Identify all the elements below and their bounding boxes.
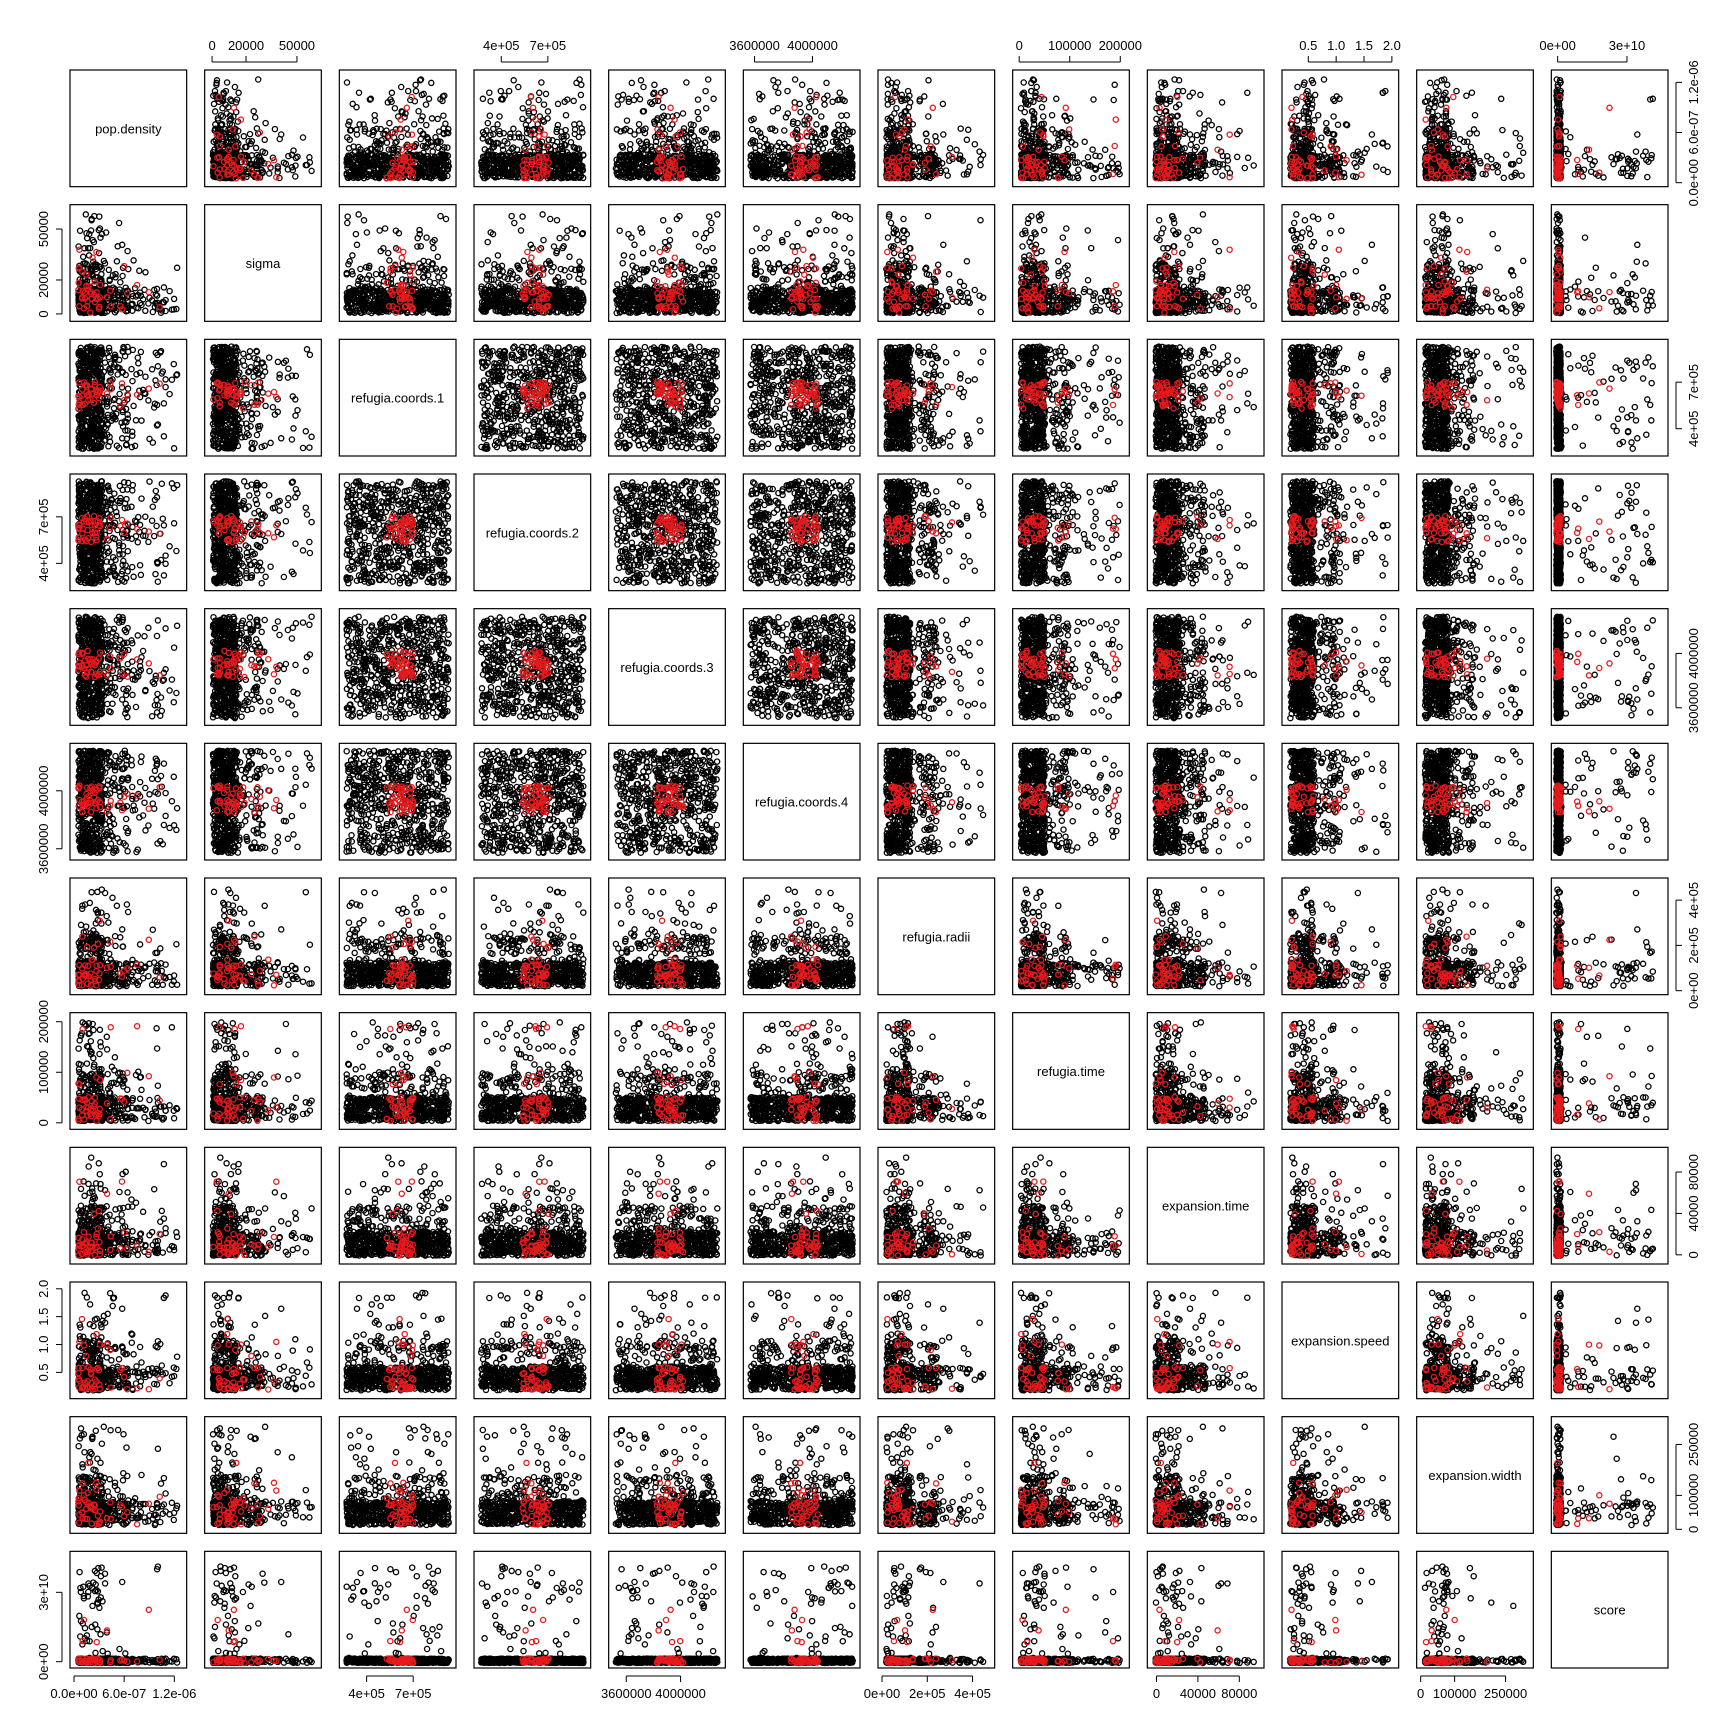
panel-pop.density-vs-pop.density: pop.density — [70, 70, 187, 187]
data-point — [247, 132, 252, 137]
data-point — [254, 145, 259, 150]
data-point — [356, 90, 361, 95]
data-point — [225, 80, 230, 85]
data-point — [263, 121, 268, 126]
highlight-point — [274, 175, 279, 180]
panels-layer: pop.densitysigmarefugia.coords.1refugia.… — [70, 70, 1668, 1668]
data-point — [241, 134, 246, 139]
panel-pop.density-vs-refugia.coords.1 — [339, 70, 456, 187]
data-point — [435, 116, 440, 121]
data-point — [344, 80, 349, 85]
data-point — [300, 135, 305, 140]
data-point — [251, 109, 256, 114]
data-point — [309, 168, 314, 173]
data-point — [267, 171, 272, 176]
data-point — [399, 84, 404, 89]
data-point — [387, 121, 392, 126]
highlight-point — [231, 105, 236, 110]
variable-label: pop.density — [95, 121, 162, 136]
data-point — [413, 89, 418, 94]
data-point — [399, 134, 404, 139]
data-point — [253, 115, 258, 120]
data-point — [213, 109, 218, 114]
data-point — [413, 82, 418, 87]
data-point — [211, 101, 216, 106]
data-point — [372, 113, 377, 118]
data-point — [429, 80, 434, 85]
data-point — [293, 174, 298, 179]
data-point — [236, 90, 241, 95]
data-point — [372, 118, 377, 123]
data-point — [307, 155, 312, 160]
data-point — [404, 126, 409, 131]
panel-pop.density-vs-sigma — [205, 70, 322, 187]
data-point — [232, 84, 237, 89]
data-point — [262, 137, 267, 142]
data-point — [384, 140, 389, 145]
data-point — [272, 127, 277, 132]
data-point — [426, 96, 431, 101]
data-point — [392, 106, 397, 111]
data-point — [256, 77, 261, 82]
